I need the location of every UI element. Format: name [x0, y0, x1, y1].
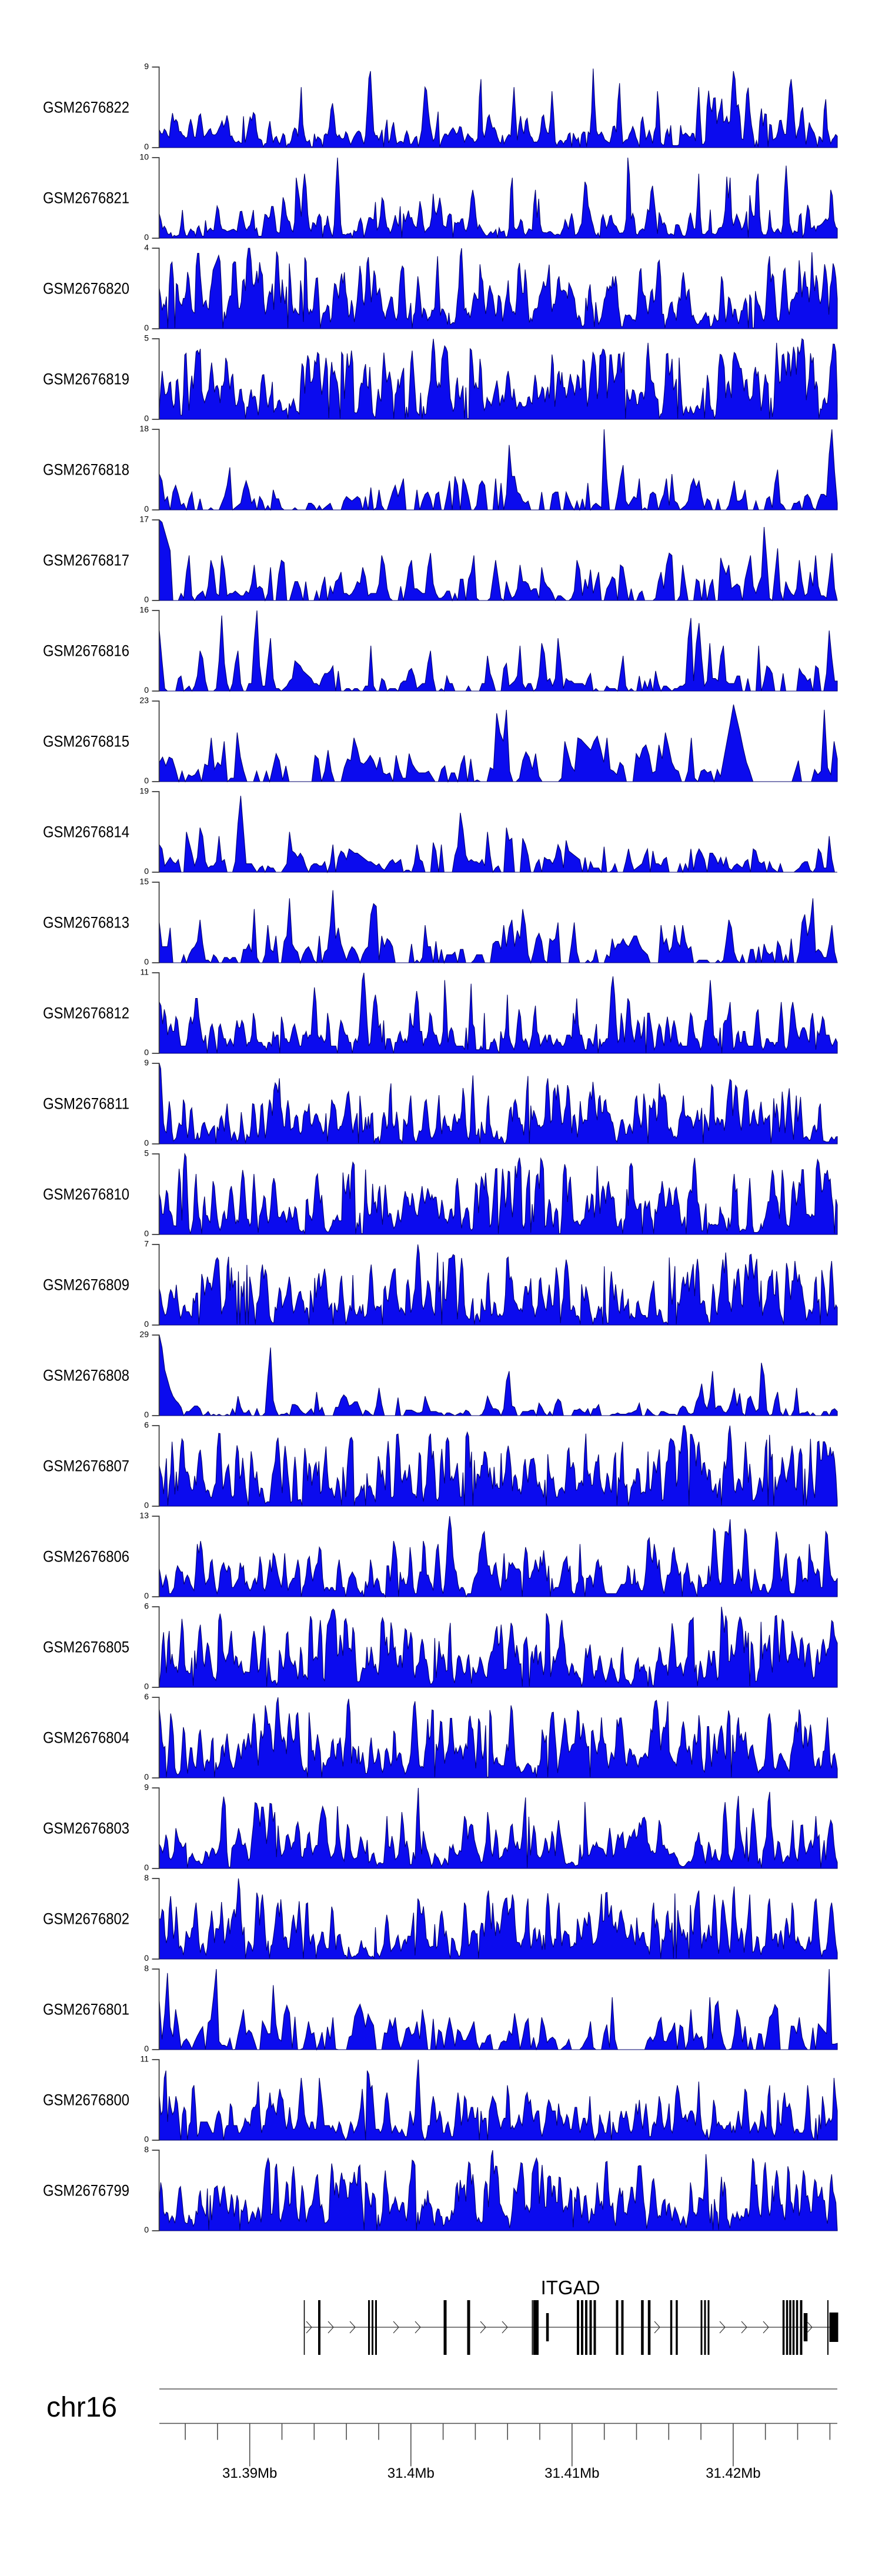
- svg-text:0: 0: [144, 504, 149, 513]
- svg-text:0: 0: [144, 1229, 149, 1238]
- svg-text:17: 17: [139, 515, 149, 524]
- svg-text:31.4Mb: 31.4Mb: [387, 2465, 435, 2481]
- svg-text:11: 11: [140, 967, 149, 977]
- svg-text:5: 5: [144, 1149, 149, 1158]
- svg-text:31.41Mb: 31.41Mb: [544, 2465, 599, 2481]
- svg-text:GSM2676816: GSM2676816: [43, 642, 129, 659]
- svg-text:GSM2676815: GSM2676815: [43, 732, 129, 750]
- svg-text:0: 0: [144, 1863, 149, 1872]
- svg-text:GSM2676813: GSM2676813: [43, 913, 129, 931]
- svg-text:0: 0: [144, 866, 149, 876]
- svg-text:16: 16: [139, 605, 149, 615]
- svg-text:0: 0: [144, 1953, 149, 1963]
- svg-text:GSM2676806: GSM2676806: [43, 1547, 129, 1565]
- svg-text:0: 0: [144, 1772, 149, 1781]
- svg-text:GSM2676805: GSM2676805: [43, 1638, 129, 1656]
- svg-text:0: 0: [144, 1047, 149, 1057]
- svg-text:GSM2676810: GSM2676810: [43, 1185, 129, 1203]
- svg-text:GSM2676811: GSM2676811: [43, 1095, 129, 1112]
- svg-text:31.42Mb: 31.42Mb: [706, 2465, 760, 2481]
- svg-text:GSM2676809: GSM2676809: [43, 1276, 129, 1293]
- svg-text:15: 15: [139, 877, 149, 886]
- svg-text:GSM2676822: GSM2676822: [43, 98, 129, 116]
- svg-text:GSM2676803: GSM2676803: [43, 1819, 129, 1837]
- svg-text:GSM2676818: GSM2676818: [43, 461, 129, 478]
- svg-text:29: 29: [139, 1330, 149, 1339]
- svg-text:4: 4: [144, 243, 149, 252]
- svg-text:GSM2676807: GSM2676807: [43, 1457, 129, 1474]
- svg-text:13: 13: [139, 1511, 149, 1520]
- svg-text:0: 0: [144, 1410, 149, 1419]
- svg-text:6: 6: [144, 1692, 149, 1701]
- svg-text:9: 9: [144, 62, 149, 71]
- svg-text:GSM2676802: GSM2676802: [43, 1910, 129, 1927]
- svg-text:0: 0: [144, 1591, 149, 1600]
- svg-text:6: 6: [144, 1420, 149, 1430]
- svg-text:GSM2676800: GSM2676800: [43, 2091, 129, 2108]
- svg-text:0: 0: [144, 413, 149, 423]
- svg-text:18: 18: [139, 424, 149, 433]
- svg-text:0: 0: [144, 142, 149, 151]
- svg-text:0: 0: [144, 323, 149, 332]
- svg-text:8: 8: [144, 1873, 149, 1883]
- svg-text:0: 0: [144, 685, 149, 695]
- svg-text:GSM2676799: GSM2676799: [43, 2181, 129, 2199]
- svg-text:0: 0: [144, 2044, 149, 2053]
- svg-text:10: 10: [139, 152, 149, 162]
- svg-text:23: 23: [139, 696, 149, 705]
- svg-text:GSM2676814: GSM2676814: [43, 823, 129, 840]
- svg-text:0: 0: [144, 957, 149, 966]
- svg-text:GSM2676801: GSM2676801: [43, 2000, 129, 2018]
- svg-text:GSM2676808: GSM2676808: [43, 1366, 129, 1384]
- svg-text:0: 0: [144, 776, 149, 785]
- svg-text:chr16: chr16: [46, 2392, 117, 2423]
- svg-text:GSM2676804: GSM2676804: [43, 1729, 129, 1746]
- svg-text:5: 5: [144, 333, 149, 343]
- svg-text:31.39Mb: 31.39Mb: [222, 2465, 277, 2481]
- svg-text:0: 0: [144, 1500, 149, 1510]
- svg-text:8: 8: [144, 2145, 149, 2154]
- svg-text:11: 11: [140, 2054, 149, 2064]
- svg-text:0: 0: [144, 2225, 149, 2234]
- svg-text:GSM2676820: GSM2676820: [43, 279, 129, 297]
- svg-text:19: 19: [139, 786, 149, 796]
- svg-text:0: 0: [144, 595, 149, 604]
- svg-text:GSM2676819: GSM2676819: [43, 370, 129, 388]
- svg-text:6: 6: [144, 1601, 149, 1611]
- svg-text:0: 0: [144, 1681, 149, 1691]
- svg-text:9: 9: [144, 1783, 149, 1792]
- svg-text:GSM2676812: GSM2676812: [43, 1004, 129, 1022]
- svg-text:0: 0: [144, 232, 149, 242]
- svg-text:GSM2676817: GSM2676817: [43, 551, 129, 569]
- svg-text:9: 9: [144, 1058, 149, 1067]
- svg-text:8: 8: [144, 1964, 149, 1973]
- svg-text:0: 0: [144, 1319, 149, 1329]
- svg-text:0: 0: [144, 1138, 149, 1147]
- svg-text:ITGAD: ITGAD: [541, 2277, 600, 2298]
- svg-text:0: 0: [144, 2134, 149, 2144]
- svg-text:7: 7: [144, 1239, 149, 1249]
- svg-text:GSM2676821: GSM2676821: [43, 189, 129, 206]
